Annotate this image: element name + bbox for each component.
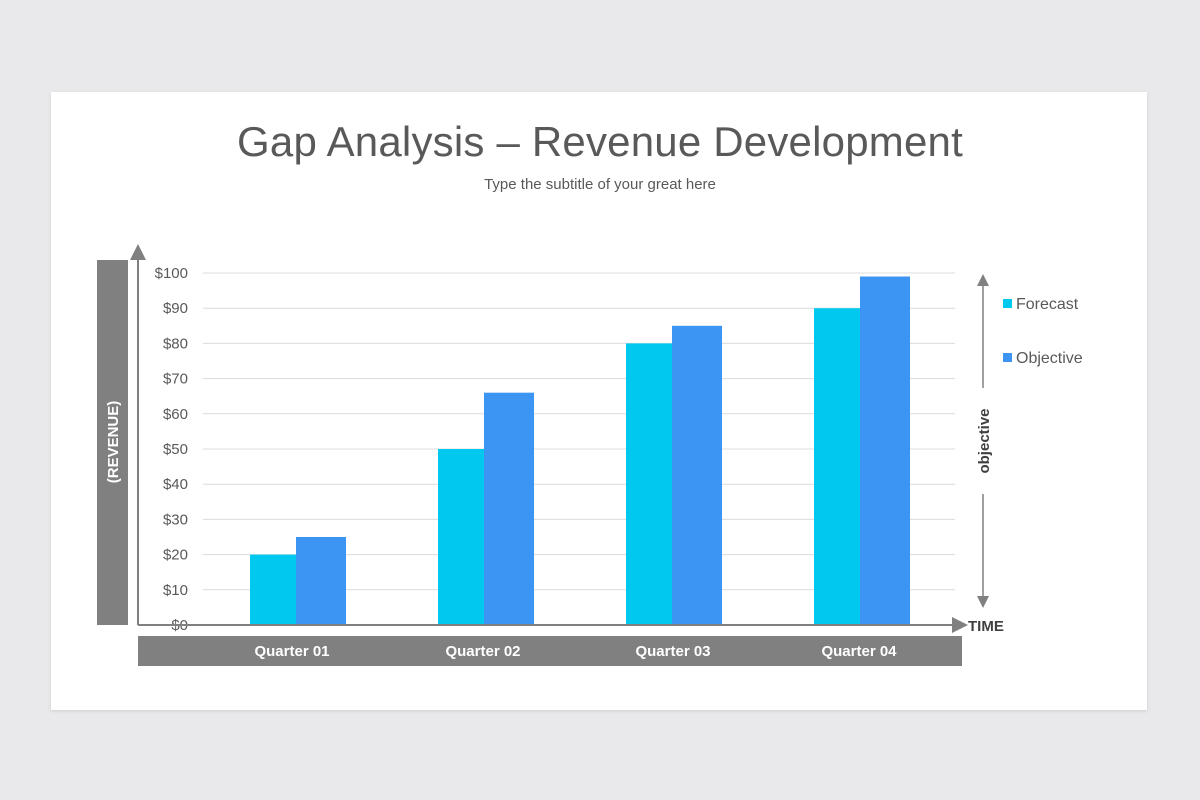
y-axis-title: (REVENUE) [105,401,122,484]
bar-objective-q3 [672,325,722,625]
x-axis-title: TIME [968,618,1004,635]
x-tick-label: Quarter 02 [445,643,520,660]
y-tick-label: $10 [163,582,188,599]
y-tick-label: $40 [163,476,188,493]
objective-label: objective [976,408,993,473]
x-tick-label: Quarter 03 [635,643,710,660]
legend-swatch-forecast [1003,299,1012,308]
y-tick-label: $100 [155,265,188,282]
y-tick-label: $20 [163,547,188,564]
x-category-band [138,636,962,666]
bar-objective-q4 [860,276,910,625]
bar-forecast-q1 [250,554,296,625]
bar-objective-q1 [296,537,346,625]
y-tick-label: $60 [163,406,188,423]
bar-objective-q2 [484,392,534,625]
legend-label-objective: Objective [1016,350,1083,367]
slide-card [51,92,1147,710]
y-tick-label: $80 [163,335,188,352]
y-tick-label: $90 [163,300,188,317]
y-tick-label: $50 [163,441,188,458]
bar-forecast-q4 [814,308,860,625]
x-tick-label: Quarter 04 [821,643,897,660]
y-label-band [97,260,128,625]
y-tick-label: $70 [163,371,188,388]
bar-forecast-q3 [626,343,672,625]
bar-forecast-q2 [438,449,484,625]
legend-swatch-objective [1003,353,1012,362]
legend-label-forecast: Forecast [1016,296,1079,313]
x-tick-label: Quarter 01 [254,643,329,660]
chart-title: Gap Analysis – Revenue Development [237,118,963,165]
y-tick-label: $30 [163,511,188,528]
chart-subtitle: Type the subtitle of your great here [484,176,716,193]
